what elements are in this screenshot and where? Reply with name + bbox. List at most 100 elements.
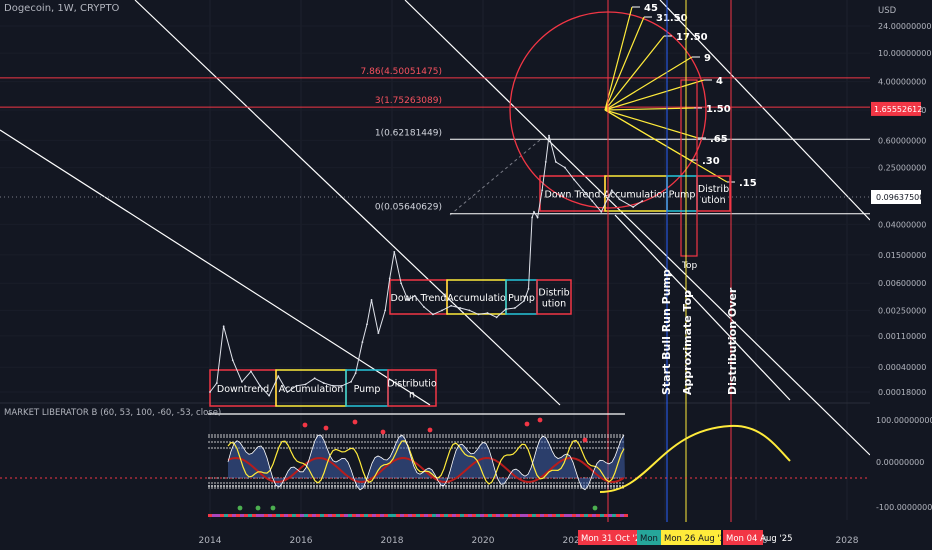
osc-strip-cell xyxy=(608,514,612,517)
phase-label: Down Trend xyxy=(391,293,447,304)
osc-strip-cell xyxy=(384,514,388,517)
osc-strip-cell xyxy=(328,514,332,517)
phase-label: Distrib xyxy=(538,288,569,299)
osc-strip-cell xyxy=(396,514,400,517)
indicator-tick: 0.00000000 xyxy=(876,458,924,467)
osc-strip-cell xyxy=(220,514,224,517)
osc-strip-cell xyxy=(244,514,248,517)
osc-strip-cell xyxy=(356,514,360,517)
osc-strip-cell xyxy=(424,514,428,517)
price-point xyxy=(370,299,373,301)
trendline xyxy=(659,0,871,221)
date-marker-tag xyxy=(637,530,663,545)
highlight-price-text: 1.65552612 xyxy=(874,105,922,114)
osc-buy-dot xyxy=(592,505,598,511)
osc-strip-cell xyxy=(224,514,228,517)
osc-strip-cell xyxy=(512,514,516,517)
fan-ray xyxy=(604,35,665,111)
osc-strip-cell xyxy=(572,514,576,517)
osc-yellow-line xyxy=(227,439,625,485)
osc-strip-cell xyxy=(228,514,232,517)
price-point xyxy=(313,377,316,380)
price-point xyxy=(209,391,211,393)
osc-strip-cell xyxy=(476,514,480,517)
fan-ray xyxy=(604,79,705,111)
price-point xyxy=(459,307,462,309)
price-tick: 0.01500000 xyxy=(878,251,926,260)
price-point xyxy=(400,282,402,285)
price-point xyxy=(600,210,603,213)
fan-ray xyxy=(604,6,633,111)
osc-strip-cell xyxy=(372,514,376,517)
osc-strip-cell xyxy=(412,514,416,517)
price-point xyxy=(268,394,271,397)
fan-ray xyxy=(604,16,645,111)
osc-strip-cell xyxy=(388,514,392,517)
osc-strip-cell xyxy=(432,514,436,517)
osc-strip-cell xyxy=(536,514,540,517)
price-tick: 0.04000000 xyxy=(878,220,926,229)
price-point xyxy=(441,309,443,312)
price-point xyxy=(388,277,391,280)
price-tick: 0.00018000 xyxy=(878,388,926,397)
osc-peak-dot xyxy=(427,427,433,433)
osc-white-line xyxy=(227,434,625,491)
osc-strip-cell xyxy=(248,514,252,517)
fib-horizontal-lines: 7.86(4.50051475) 3(1.75263089) 1(0.6218144… xyxy=(0,67,870,215)
osc-strip-cell xyxy=(332,514,336,517)
phase-label: Accumulation xyxy=(279,384,344,395)
osc-strip-cell xyxy=(444,514,448,517)
price-tick: 0.00040000 xyxy=(878,363,926,372)
osc-strip-cell xyxy=(268,514,272,517)
price-point xyxy=(231,359,234,362)
osc-strip-cell xyxy=(284,514,288,517)
osc-strip-cell xyxy=(496,514,500,517)
osc-strip-cell xyxy=(308,514,312,517)
dashed-trendline xyxy=(449,139,541,216)
osc-strip-cell xyxy=(472,514,476,517)
fan-ray xyxy=(604,107,695,111)
fib-label: 0(0.05640629) xyxy=(375,203,442,213)
price-point xyxy=(341,384,343,387)
osc-strip-cell xyxy=(568,514,572,517)
osc-strip-cell xyxy=(292,514,296,517)
osc-strip-cell xyxy=(400,514,404,517)
fan-label: .65 xyxy=(710,134,728,145)
osc-strip-cell xyxy=(216,514,220,517)
annotation-labels: Start Bull Run Pump Approximate Top Distri… xyxy=(660,269,739,395)
osc-strip-cell xyxy=(416,514,420,517)
osc-strip-cell xyxy=(320,514,324,517)
date-marker-tag xyxy=(578,530,639,545)
price-point xyxy=(354,372,357,375)
price-point xyxy=(384,309,387,312)
price-point xyxy=(366,323,368,326)
phase-label: Pump xyxy=(354,384,381,395)
fib-label: 7.86(4.50051475) xyxy=(361,67,442,77)
fan-label: .15 xyxy=(739,178,757,189)
osc-peak-dot xyxy=(352,419,358,425)
osc-strip-cell xyxy=(492,514,496,517)
price-point xyxy=(422,305,425,308)
price-tick: 0.25000000 xyxy=(878,164,926,173)
price-point xyxy=(582,189,584,192)
osc-strip-cell xyxy=(612,514,616,517)
oscillator-panel xyxy=(0,413,870,517)
osc-strip-cell xyxy=(440,514,444,517)
osc-strip-cell xyxy=(488,514,492,517)
osc-strip-cell xyxy=(564,514,568,517)
axis-unit: USD xyxy=(878,6,897,16)
osc-strip-cell xyxy=(556,514,560,517)
osc-strip-cell xyxy=(508,514,512,517)
diagonal-trendlines xyxy=(0,0,871,456)
osc-strip-cell xyxy=(592,514,596,517)
osc-strip-cell xyxy=(436,514,440,517)
phase-label: Distributio xyxy=(387,379,437,390)
osc-strip-cell xyxy=(596,514,600,517)
phase-label: ution xyxy=(701,195,725,206)
osc-strip-cell xyxy=(528,514,532,517)
price-point xyxy=(523,299,525,302)
osc-peak-dot xyxy=(537,417,543,423)
osc-strip-cell xyxy=(548,514,552,517)
osc-strip-cell xyxy=(312,514,316,517)
